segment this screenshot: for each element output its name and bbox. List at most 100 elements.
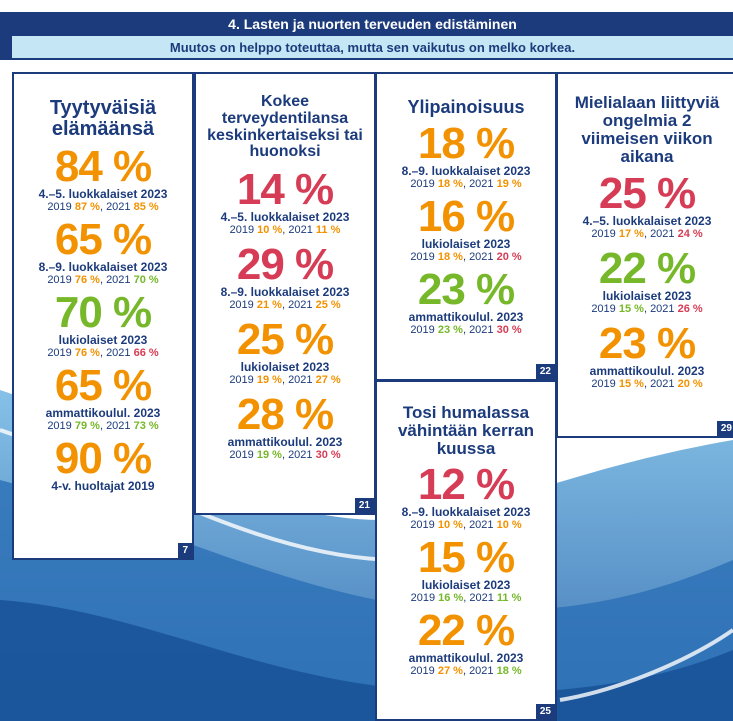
history-year: 2019	[410, 664, 435, 677]
history-value: 11 %	[496, 591, 522, 604]
card: Mielialaan liittyviä ongelmia 2 viimeise…	[556, 72, 733, 438]
card-title: Tosi humalassa vähintään kerran kuussa	[397, 403, 535, 458]
stat-group: lukiolaiset 2023	[421, 577, 511, 592]
stat-group: ammattikoulul. 2023	[408, 650, 524, 665]
history-pair: 2019 17 %	[591, 228, 650, 240]
history-year: 2021	[650, 303, 675, 316]
history-value: 18 %	[437, 250, 463, 263]
history-year: 2021	[469, 518, 494, 531]
stat-group: ammattikoulul. 2023	[408, 309, 524, 324]
history-pair: 2021 85 %	[106, 201, 159, 213]
stat-group: ammattikoulul. 2023	[589, 364, 705, 379]
history-pair: 2021 11 %	[469, 592, 521, 604]
history-pair: 2021 24 %	[650, 228, 703, 240]
history-year: 2021	[288, 449, 313, 462]
history-year: 2021	[469, 323, 494, 336]
history-value: 24 %	[677, 228, 703, 241]
history-year: 2021	[288, 224, 313, 237]
history-pair: 2021 10 %	[469, 519, 522, 531]
stat-history: 2019 87 %2021 85 %	[14, 201, 192, 213]
history-year: 2019	[410, 250, 435, 263]
history-year: 2019	[47, 274, 72, 286]
history-value: 30 %	[496, 323, 522, 336]
history-pair: 2021 18 %	[469, 665, 522, 677]
history-value: 20 %	[496, 250, 522, 263]
history-value: 19 %	[256, 374, 282, 387]
stat-value: 29 %	[236, 240, 334, 290]
history-year: 2021	[106, 420, 131, 432]
history-year: 2019	[591, 378, 616, 391]
history-year: 2021	[469, 177, 494, 190]
history-pair: 2021 70 %	[106, 274, 159, 286]
stat-history: 2019 17 %2021 24 %	[558, 228, 733, 240]
history-pair: 2019 15 %	[591, 378, 650, 390]
history-value: 19 %	[496, 177, 522, 190]
stat-group: lukiolaiset 2023	[240, 360, 330, 375]
stat-group: 8.–9. luokkalaiset 2023	[401, 163, 531, 178]
history-pair: 2021 30 %	[288, 449, 341, 461]
history-value: 15 %	[618, 303, 644, 316]
stat-value: 12 %	[417, 459, 515, 509]
card-title: Kokee terveydentilansa keskinkertaiseksi…	[207, 93, 363, 161]
history-year: 2019	[591, 228, 616, 241]
stat-value: 65 %	[54, 215, 152, 264]
history-pair: 2019 19 %	[229, 374, 288, 386]
history-year: 2019	[47, 347, 72, 359]
history-pair: 2021 20 %	[650, 378, 703, 390]
stat-value: 22 %	[417, 605, 515, 655]
history-pair: 2019 21 %	[229, 299, 288, 311]
stat-value: 70 %	[54, 288, 152, 337]
history-pair: 2021 19 %	[469, 178, 522, 190]
history-value: 85 %	[133, 201, 159, 213]
history-year: 2019	[410, 323, 435, 336]
card-title: Mielialaan liittyviä ongelmia 2 viimeise…	[574, 93, 720, 166]
history-pair: 2019 87 %	[47, 201, 106, 213]
stat-group: lukiolaiset 2023	[421, 236, 511, 251]
card: Tyytyväisiä elämäänsä 84 % 4.–5. luokkalai…	[12, 72, 194, 560]
history-pair: 2019 16 %	[411, 592, 470, 604]
stat-history: 2019 10 %2021 10 %	[377, 519, 555, 531]
stat-group: lukiolaiset 2023	[602, 289, 692, 304]
history-year: 2019	[229, 299, 254, 312]
page-badge: 29	[716, 421, 733, 436]
history-value: 66 %	[133, 347, 159, 359]
history-pair: 2019 76 %	[47, 347, 106, 359]
history-year: 2019	[229, 224, 255, 237]
history-pair: 2021 27 %	[288, 374, 341, 386]
history-year: 2019	[229, 374, 254, 387]
history-value: 21 %	[256, 299, 282, 312]
history-value: 19 %	[256, 449, 282, 462]
history-value: 17 %	[618, 228, 644, 241]
history-pair: 2019 76 %	[47, 274, 106, 286]
history-value: 15 %	[618, 378, 644, 391]
history-value: 87 %	[74, 201, 100, 213]
stat-history: 2019 18 %2021 19 %	[377, 178, 555, 190]
history-year: 2021	[650, 228, 675, 241]
page-badge: 25	[535, 704, 555, 719]
card: Tosi humalassa vähintään kerran kuussa 12…	[375, 380, 557, 721]
history-value: 25 %	[315, 299, 341, 312]
history-pair: 2021 73 %	[106, 420, 159, 432]
stat-group: 4.–5. luokkalaiset 2023	[220, 210, 350, 225]
history-year: 2021	[288, 299, 313, 312]
stat-value: 15 %	[417, 532, 515, 582]
stat-value: 65 %	[54, 361, 152, 410]
stat-group: ammattikoulul. 2023	[227, 435, 343, 450]
history-pair: 2021 25 %	[288, 299, 341, 311]
history-value: 26 %	[677, 303, 703, 316]
page-badge: 21	[354, 498, 374, 513]
stat-value: 16 %	[417, 191, 515, 241]
history-year: 2019	[410, 518, 435, 531]
stat-history: 2019 16 %2021 11 %	[377, 592, 555, 604]
history-year: 2019	[410, 591, 436, 604]
